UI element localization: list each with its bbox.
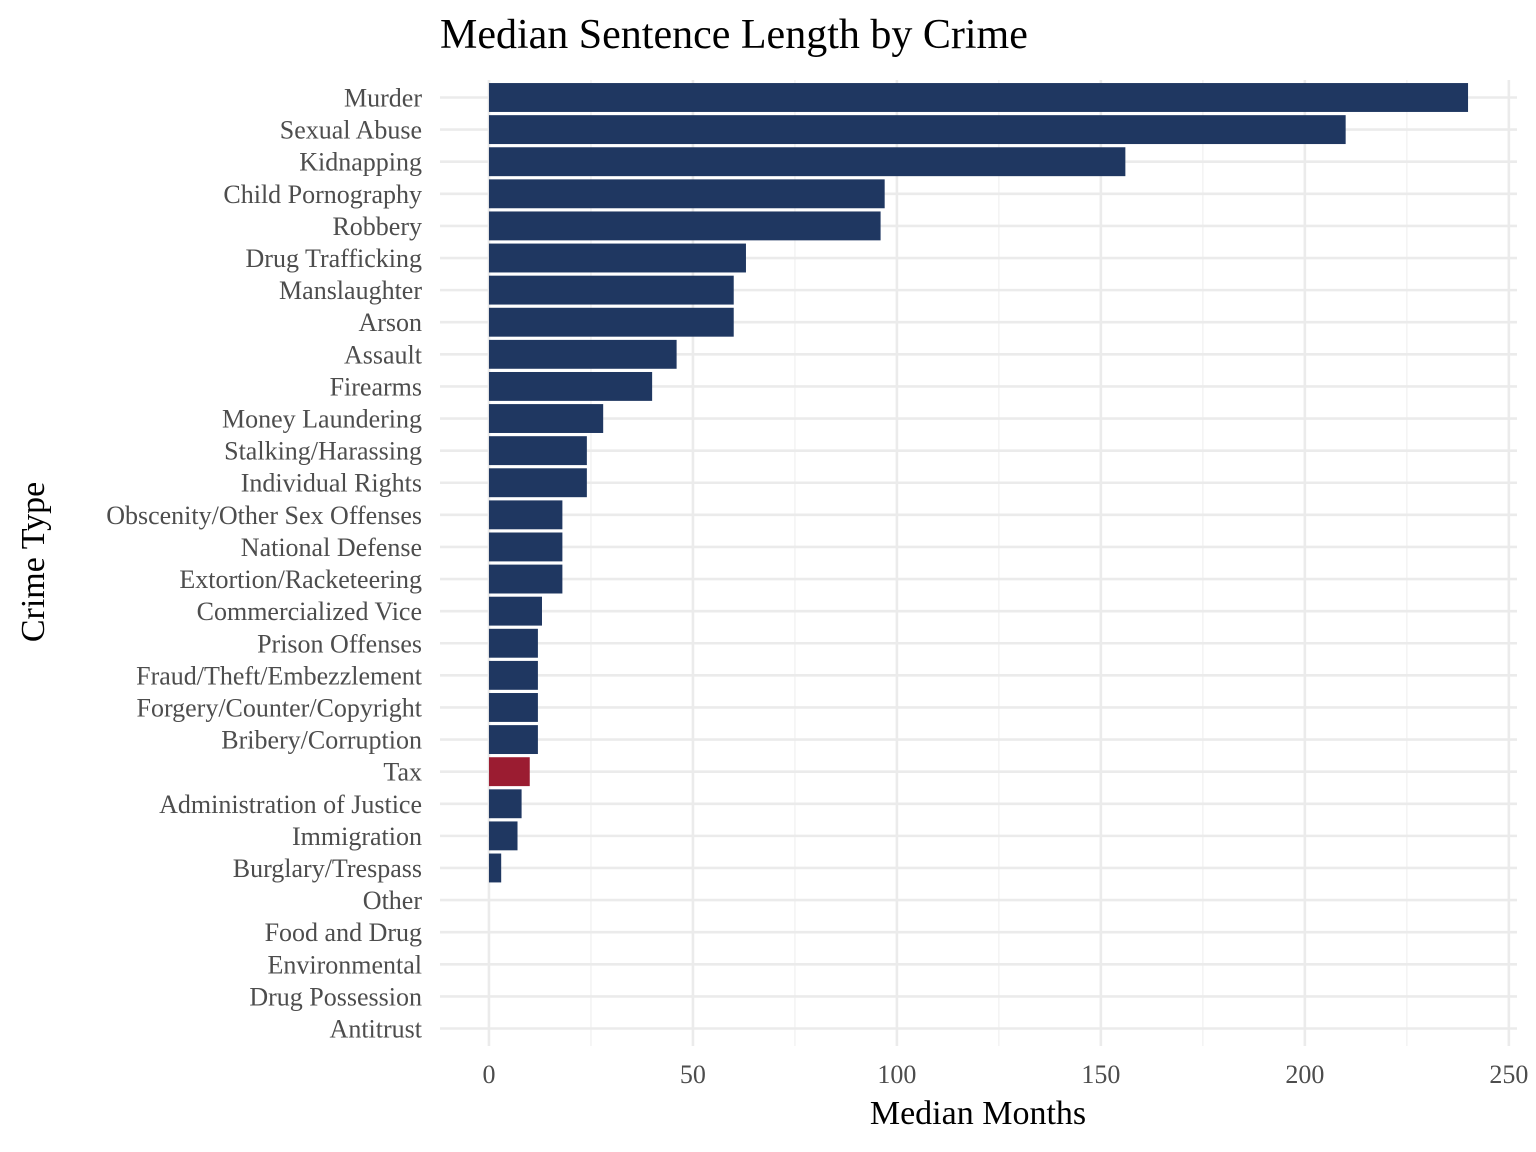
x-axis-title: Median Months [870, 1095, 1086, 1132]
category-label: Tax [383, 758, 422, 787]
category-label: Drug Possession [249, 982, 422, 1011]
x-tick-label: 200 [1285, 1060, 1324, 1089]
bar [488, 211, 881, 241]
bar [488, 179, 885, 209]
bar [488, 307, 734, 337]
bar [488, 500, 563, 530]
category-label: Other [363, 886, 423, 915]
bar [488, 853, 502, 883]
bar [488, 468, 587, 498]
category-label: Kidnapping [299, 148, 422, 177]
bar [488, 596, 542, 626]
category-label: National Defense [241, 533, 422, 562]
bar [488, 147, 1126, 177]
x-tick-labels: 0 50 100 150 200 250 [482, 1060, 1528, 1089]
bar [488, 436, 587, 466]
category-label: Administration of Justice [159, 790, 422, 819]
category-label: Food and Drug [265, 918, 422, 947]
category-labels: Murder Sexual Abuse Kidnapping Child Pornog… [106, 84, 423, 1044]
bar [488, 789, 522, 819]
category-label: Robbery [332, 212, 422, 241]
x-tick-label: 0 [482, 1060, 495, 1089]
category-label: Commercialized Vice [197, 597, 422, 626]
category-label: Manslaughter [279, 276, 422, 305]
bar [488, 564, 563, 594]
y-axis-title: Crime Type [15, 482, 52, 642]
bar [488, 660, 538, 690]
category-label: Immigration [292, 822, 422, 851]
bar [488, 532, 563, 562]
bar [488, 371, 653, 401]
category-label: Assault [344, 340, 423, 369]
category-label: Obscenity/Other Sex Offenses [106, 501, 422, 530]
category-label: Antitrust [330, 1015, 423, 1044]
bar [488, 83, 1469, 112]
bar [488, 243, 746, 273]
category-label: Extortion/Racketeering [179, 565, 422, 594]
category-label: Child Pornography [223, 180, 422, 209]
category-label: Forgery/Counter/Copyright [136, 693, 422, 722]
category-label: Individual Rights [241, 469, 422, 498]
bar [488, 115, 1346, 145]
category-label: Fraud/Theft/Embezzlement [136, 661, 423, 690]
category-label: Murder [344, 84, 422, 113]
bar [488, 404, 604, 433]
bar [488, 821, 518, 851]
category-label: Bribery/Corruption [221, 726, 422, 755]
x-tick-label: 50 [680, 1060, 706, 1089]
bar [488, 339, 677, 369]
bars [488, 83, 1469, 883]
bar [488, 628, 538, 658]
category-label: Stalking/Harassing [224, 437, 422, 466]
category-label: Sexual Abuse [280, 116, 422, 145]
category-label: Arson [358, 308, 422, 337]
x-tick-label: 250 [1489, 1060, 1528, 1089]
x-tick-label: 150 [1081, 1060, 1120, 1089]
bar [488, 757, 530, 787]
chart-title: Median Sentence Length by Crime [440, 12, 1028, 58]
category-label: Firearms [330, 372, 422, 401]
bar [488, 275, 734, 305]
category-label: Money Laundering [222, 405, 422, 434]
category-label: Environmental [267, 950, 422, 979]
category-label: Burglary/Trespass [233, 854, 422, 883]
bar [488, 725, 538, 755]
category-label: Prison Offenses [257, 629, 422, 658]
category-label: Drug Trafficking [246, 244, 422, 273]
bar [488, 693, 538, 722]
x-tick-label: 100 [877, 1060, 916, 1089]
